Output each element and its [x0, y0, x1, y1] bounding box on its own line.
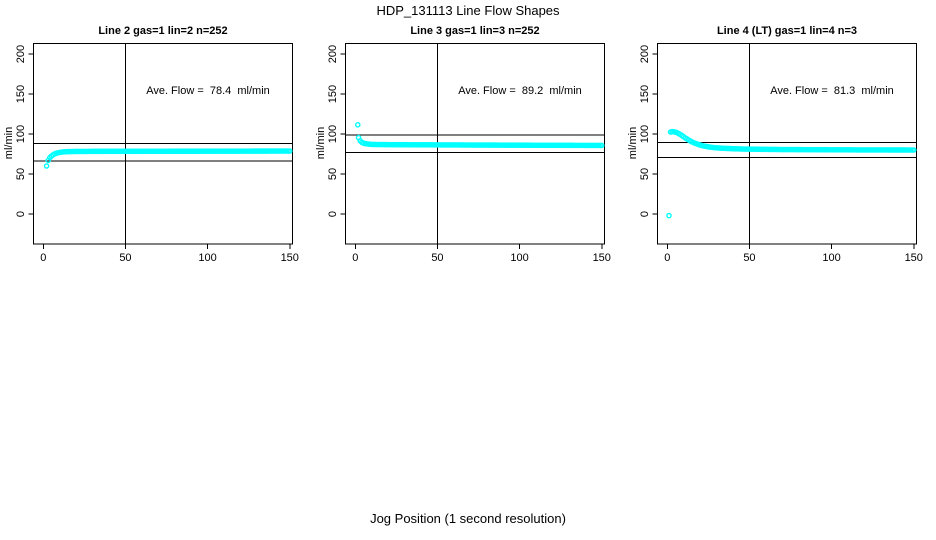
panel-title: Line 3 gas=1 lin=3 n=252: [410, 25, 540, 37]
svg-text:200: 200: [327, 45, 339, 63]
svg-text:50: 50: [119, 252, 131, 264]
svg-text:100: 100: [327, 125, 339, 143]
svg-text:100: 100: [15, 125, 27, 143]
svg-text:0: 0: [352, 252, 358, 264]
svg-text:200: 200: [639, 45, 651, 63]
svg-text:100: 100: [510, 252, 528, 264]
svg-text:100: 100: [198, 252, 216, 264]
ave-flow-annotation: Ave. Flow = 78.4 ml/min: [146, 85, 270, 97]
svg-text:0: 0: [15, 211, 27, 217]
panel-line-4: 0 50 100 150 200 0 50 100 150 Line 4 (LT) gas=1 …: [624, 0, 936, 280]
svg-text:0: 0: [40, 252, 46, 264]
svg-text:150: 150: [593, 252, 611, 264]
plot-canvas-line-4: 0 50 100 150 200 0 50 100 150: [639, 43, 923, 264]
y-axis-label: ml/min: [315, 126, 327, 160]
svg-text:150: 150: [327, 85, 339, 103]
svg-text:50: 50: [431, 252, 443, 264]
svg-text:0: 0: [327, 211, 339, 217]
panel-line-3: 0 50 100 150 200 0 50 100 150 Line 3 gas=1 lin=3…: [312, 0, 624, 280]
panel-line-2: 0 50 100 150 200 0 50 100 150 Line 2 gas=1 lin=2…: [0, 0, 312, 280]
panel-title: Line 2 gas=1 lin=2 n=252: [98, 25, 228, 37]
svg-text:50: 50: [327, 168, 339, 180]
plot-canvas-line-2: 0 50 100 150 200 0 50 100 150: [15, 43, 299, 264]
plot-canvas-line-3: 0 50 100 150 200 0 50 100 150: [327, 43, 611, 264]
svg-text:200: 200: [15, 45, 27, 63]
svg-text:150: 150: [639, 85, 651, 103]
ave-flow-annotation: Ave. Flow = 89.2 ml/min: [458, 85, 582, 97]
panel-title: Line 4 (LT) gas=1 lin=4 n=3: [716, 25, 858, 37]
svg-text:0: 0: [664, 252, 670, 264]
svg-text:50: 50: [15, 168, 27, 180]
svg-text:50: 50: [743, 252, 755, 264]
svg-text:150: 150: [905, 252, 923, 264]
x-axis-label: Jog Position (1 second resolution): [370, 511, 566, 526]
svg-text:150: 150: [15, 85, 27, 103]
svg-text:150: 150: [281, 252, 299, 264]
svg-text:100: 100: [822, 252, 840, 264]
svg-text:0: 0: [639, 211, 651, 217]
y-axis-label: ml/min: [3, 126, 15, 160]
y-axis-label: ml/min: [627, 126, 639, 160]
ave-flow-annotation: Ave. Flow = 81.3 ml/min: [770, 85, 894, 97]
svg-text:100: 100: [639, 125, 651, 143]
svg-text:50: 50: [639, 168, 651, 180]
figure-title: HDP_131113 Line Flow Shapes: [376, 3, 560, 18]
